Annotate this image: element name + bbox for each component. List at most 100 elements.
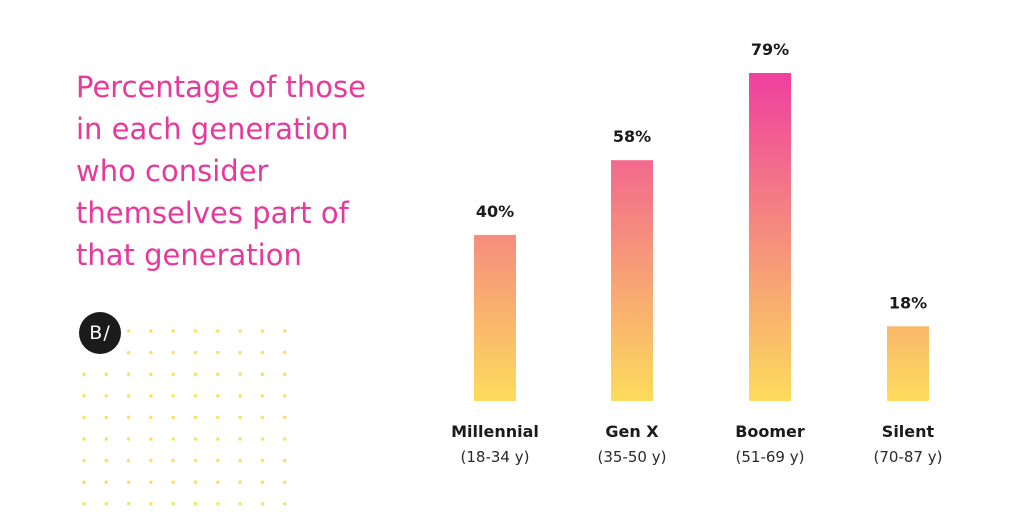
decor-dot	[126, 372, 131, 377]
decor-dot	[171, 502, 175, 506]
decor-dot	[149, 480, 153, 485]
decor-dot	[216, 329, 220, 333]
bar-value-label: 58%	[613, 127, 651, 146]
decor-dot	[216, 480, 220, 485]
decor-dot	[171, 458, 175, 463]
decor-dot	[260, 329, 265, 333]
decor-dot	[260, 394, 265, 398]
decor-dot	[282, 372, 287, 377]
bar-silent	[887, 326, 929, 401]
bar-gen-x	[611, 160, 653, 401]
bar-boomer	[749, 73, 791, 401]
category-label: Silent	[882, 422, 935, 441]
decor-dot	[104, 415, 109, 420]
category-label: Boomer	[735, 422, 805, 441]
decor-dot	[193, 394, 198, 398]
decor-dot	[171, 394, 175, 398]
decor-dot	[193, 350, 198, 355]
decor-dot	[104, 458, 109, 463]
decor-dot	[260, 458, 265, 463]
decor-dot	[282, 502, 287, 506]
title-line-5: that generation	[76, 238, 302, 272]
category-label: Millennial	[451, 422, 539, 441]
decor-dot	[104, 437, 109, 441]
decor-dot	[282, 394, 287, 398]
decor-dot	[149, 350, 153, 355]
bar-millennial	[474, 234, 516, 401]
decor-dot	[171, 350, 175, 355]
brand-logo: B/	[79, 312, 121, 354]
decor-dot	[171, 415, 175, 420]
decor-dot	[82, 415, 86, 420]
decor-dot	[260, 350, 265, 355]
decor-dot	[238, 372, 242, 377]
decor-dot	[216, 372, 220, 377]
decor-dot	[282, 437, 287, 441]
category-age-range: (51-69 y)	[736, 448, 805, 466]
decor-dot	[216, 350, 220, 355]
decor-dot	[260, 415, 265, 420]
decor-dot	[260, 372, 265, 377]
title-line-4: themselves part of	[76, 196, 349, 230]
decor-dot	[126, 480, 131, 485]
decor-dot	[260, 502, 265, 506]
decor-dot	[260, 437, 265, 441]
decor-dot	[149, 415, 153, 420]
decor-dot	[82, 372, 86, 377]
decor-dot	[216, 458, 220, 463]
decor-dot	[238, 458, 242, 463]
decor-dot	[238, 350, 242, 355]
decor-dot	[282, 415, 287, 420]
decor-dot	[104, 480, 109, 485]
decor-dot	[216, 394, 220, 398]
decor-dot	[149, 329, 153, 333]
title-line-3: who consider	[76, 154, 269, 188]
decor-dot	[193, 437, 198, 441]
category-label: Gen X	[605, 422, 659, 441]
decor-dot	[126, 502, 131, 506]
decor-dot	[149, 394, 153, 398]
decor-dot	[104, 372, 109, 377]
decor-dot	[216, 437, 220, 441]
category-age-range: (70-87 y)	[874, 448, 943, 466]
decor-dot	[82, 480, 86, 485]
decor-dot	[82, 502, 86, 506]
decor-dot	[149, 458, 153, 463]
bar-value-label: 18%	[889, 293, 927, 312]
decor-dot	[193, 502, 198, 506]
decor-dot	[216, 415, 220, 420]
decor-dot	[126, 458, 131, 463]
decor-dot	[82, 458, 86, 463]
title-line-1: Percentage of those	[76, 70, 366, 104]
decor-dot	[171, 437, 175, 441]
logo-text: B/	[89, 322, 111, 344]
decor-dot	[126, 350, 131, 355]
decor-dot	[126, 415, 131, 420]
decor-dot	[171, 372, 175, 377]
decor-dot	[193, 372, 198, 377]
decor-dot	[216, 502, 220, 506]
decor-dot	[238, 480, 242, 485]
category-age-range: (35-50 y)	[598, 448, 667, 466]
decor-dot	[126, 394, 131, 398]
decor-dot	[193, 415, 198, 420]
decor-dot	[282, 480, 287, 485]
decor-dot	[193, 329, 198, 333]
decor-dot	[238, 415, 242, 420]
decor-dot	[238, 394, 242, 398]
decor-dot	[82, 437, 86, 441]
decor-dot	[104, 502, 109, 506]
bar-value-label: 79%	[751, 40, 789, 59]
decor-dot	[126, 329, 131, 333]
decor-dot	[193, 458, 198, 463]
decor-dot	[171, 480, 175, 485]
bars-group: 40% Millennial (18-34 y) 58% Gen X (35-50 y) 7…	[451, 40, 942, 466]
decor-dot	[104, 394, 109, 398]
decor-dot	[238, 329, 242, 333]
decor-dot	[282, 458, 287, 463]
decor-dot	[82, 394, 86, 398]
bar-value-label: 40%	[476, 202, 514, 221]
decor-dot	[260, 480, 265, 485]
